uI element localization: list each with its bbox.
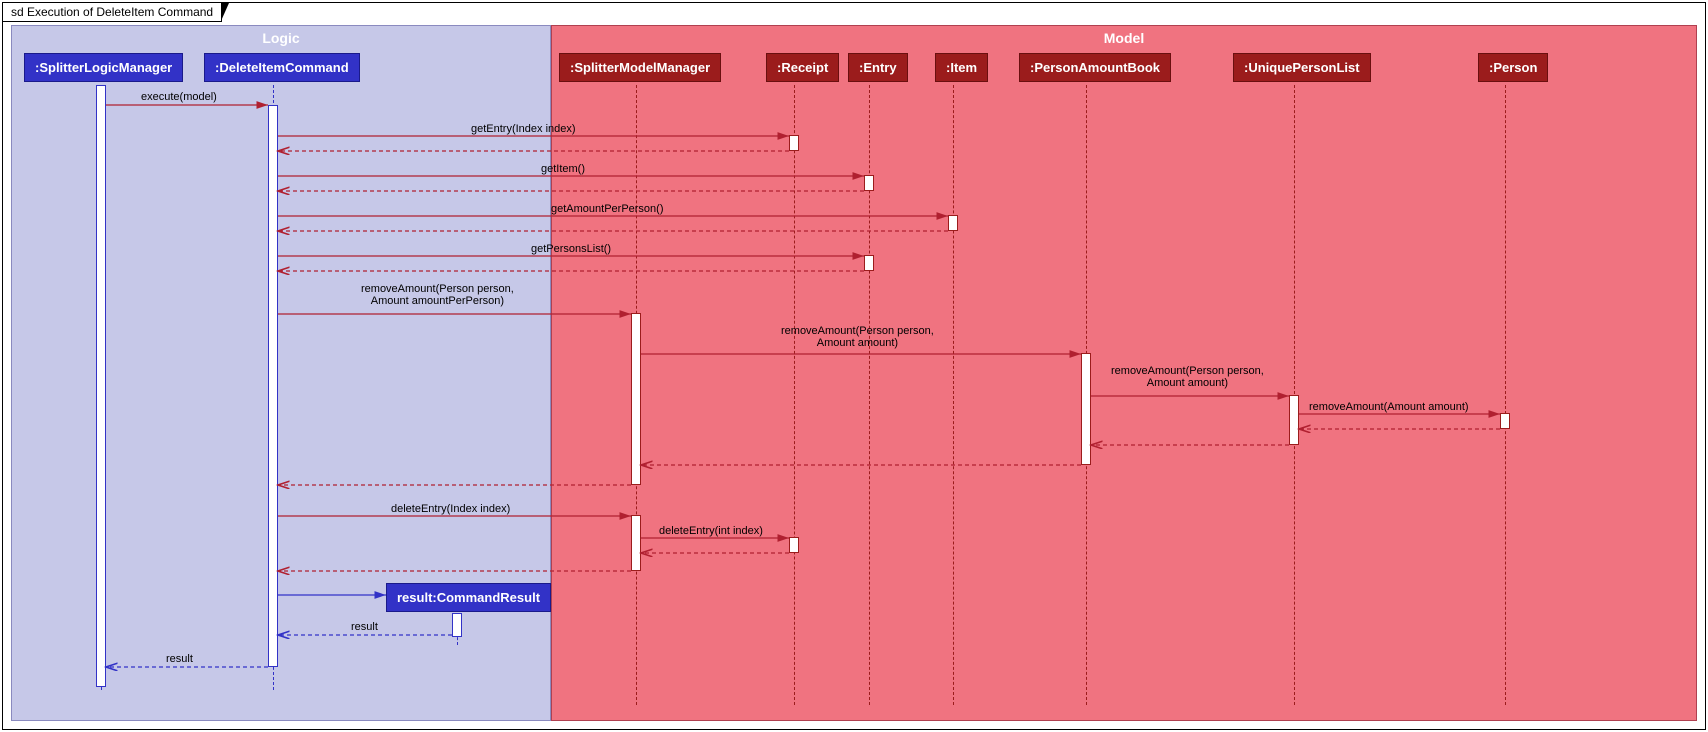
msg-label: removeAmount(Amount amount) bbox=[1309, 401, 1469, 413]
activation bbox=[96, 85, 106, 687]
msg-label: getAmountPerPerson() bbox=[551, 203, 664, 215]
lifeline-person: :Person bbox=[1478, 53, 1548, 82]
lifeline-personamountbook: :PersonAmountBook bbox=[1019, 53, 1171, 82]
msg-label: execute(model) bbox=[141, 91, 217, 103]
msg-label: result bbox=[166, 653, 193, 665]
msg-label: result bbox=[351, 621, 378, 633]
frame-title: sd Execution of DeleteItem Command bbox=[3, 3, 222, 22]
activation bbox=[1081, 353, 1091, 465]
sequence-diagram-frame: sd Execution of DeleteItem Command Logic… bbox=[2, 2, 1706, 730]
msg-label: deleteEntry(Index index) bbox=[391, 503, 510, 515]
lifeline-splittermodelmanager: :SplitterModelManager bbox=[559, 53, 721, 82]
activation bbox=[864, 175, 874, 191]
lifeline-receipt: :Receipt bbox=[766, 53, 839, 82]
activation bbox=[948, 215, 958, 231]
lifeline-line bbox=[794, 85, 795, 705]
msg-label: getEntry(Index index) bbox=[471, 123, 576, 135]
diagram-container: Logic Model :SplitterLogicManager :Delet… bbox=[11, 25, 1697, 721]
model-title: Model bbox=[552, 26, 1696, 50]
activation bbox=[1289, 395, 1299, 445]
activation bbox=[631, 515, 641, 571]
lifeline-line bbox=[953, 85, 954, 705]
activation bbox=[268, 105, 278, 667]
activation bbox=[1500, 413, 1510, 429]
lifeline-line bbox=[1505, 85, 1506, 705]
lifeline-splitterlogicmanager: :SplitterLogicManager bbox=[24, 53, 183, 82]
lifeline-item: :Item bbox=[935, 53, 988, 82]
lifeline-commandresult: result:CommandResult bbox=[386, 583, 551, 612]
activation bbox=[864, 255, 874, 271]
msg-label: removeAmount(Person person, Amount amoun… bbox=[781, 325, 934, 349]
msg-label: removeAmount(Person person, Amount amoun… bbox=[1111, 365, 1264, 389]
lifeline-uniquepersonlist: :UniquePersonList bbox=[1233, 53, 1371, 82]
msg-label: deleteEntry(int index) bbox=[659, 525, 763, 537]
logic-title: Logic bbox=[12, 26, 550, 50]
msg-label: getPersonsList() bbox=[531, 243, 611, 255]
activation bbox=[789, 537, 799, 553]
activation bbox=[452, 613, 462, 637]
activation bbox=[789, 135, 799, 151]
lifeline-deleteitemcommand: :DeleteItemCommand bbox=[204, 53, 360, 82]
activation bbox=[631, 313, 641, 485]
msg-label: getItem() bbox=[541, 163, 585, 175]
lifeline-entry: :Entry bbox=[848, 53, 908, 82]
msg-label: removeAmount(Person person, Amount amoun… bbox=[361, 283, 514, 307]
logic-region: Logic bbox=[11, 25, 551, 721]
